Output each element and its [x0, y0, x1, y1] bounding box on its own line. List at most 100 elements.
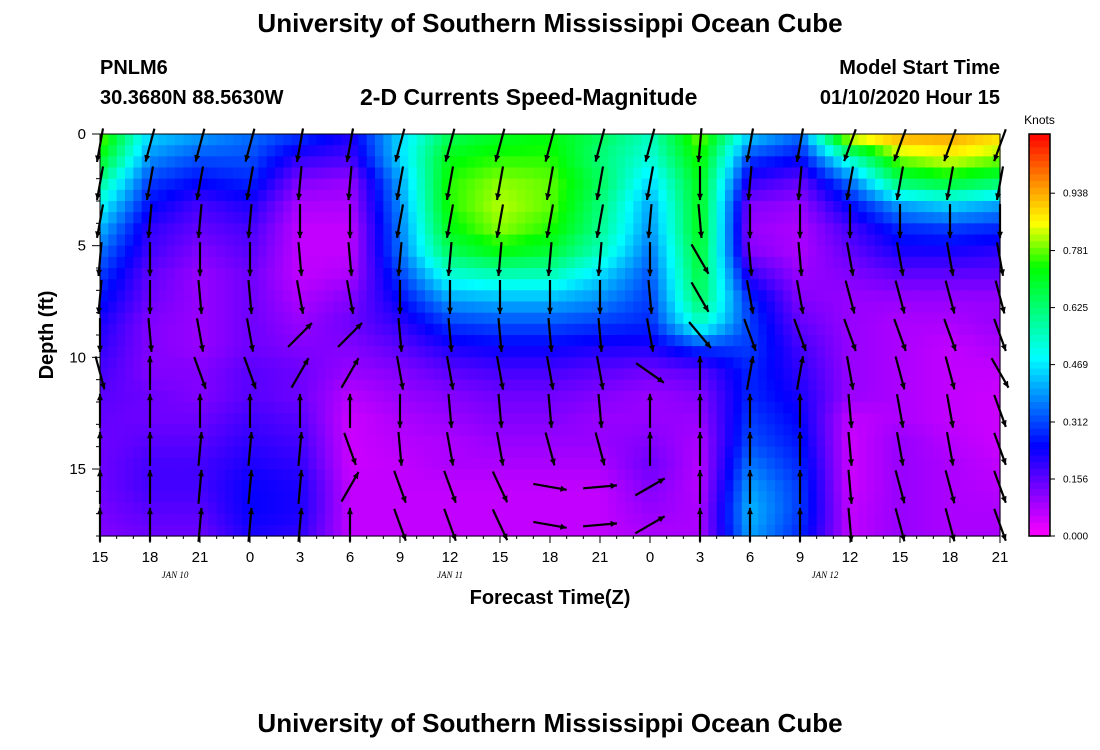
heatmap-cell — [866, 201, 876, 213]
heatmap-cell — [716, 223, 726, 236]
heatmap-cell — [616, 446, 626, 459]
heatmap-cell — [308, 156, 318, 169]
heatmap-cell — [616, 480, 626, 492]
heatmap-cell — [575, 357, 584, 370]
heatmap-cell — [316, 469, 326, 481]
model-start-label: Model Start Time — [839, 57, 1000, 79]
current-vector — [697, 393, 703, 428]
heatmap-cell — [108, 402, 118, 414]
heatmap-cell — [891, 480, 901, 492]
heatmap-cell — [541, 256, 551, 269]
heatmap-cell — [975, 279, 984, 291]
heatmap-cell — [541, 346, 551, 358]
x-tick-label: 12 — [442, 549, 459, 566]
heatmap-cell — [983, 379, 993, 392]
heatmap-cell — [316, 480, 326, 492]
heatmap-cell — [466, 491, 476, 504]
heatmap-cell — [216, 212, 226, 224]
vector-head — [610, 520, 617, 527]
heatmap-cell — [416, 491, 426, 504]
heatmap-cell — [733, 156, 743, 169]
heatmap-cell — [558, 279, 568, 291]
heatmap-cell — [808, 134, 818, 146]
heatmap-cell — [266, 268, 276, 280]
heatmap-cell — [816, 346, 826, 358]
heatmap-cell — [750, 335, 759, 347]
heatmap-cell — [800, 413, 809, 425]
heatmap-cell — [583, 524, 593, 537]
heatmap-cell — [483, 335, 493, 347]
heatmap-cell — [533, 178, 543, 191]
heatmap-cell — [550, 390, 559, 403]
heatmap-cell — [633, 301, 643, 314]
heatmap-cell — [383, 134, 393, 146]
heatmap-cell — [200, 312, 209, 325]
heatmap-cell — [525, 457, 534, 470]
heatmap-cell — [641, 301, 651, 314]
heatmap-cell — [191, 201, 201, 213]
heatmap-cell — [450, 379, 459, 392]
heatmap-cell — [275, 167, 284, 180]
heatmap-cell — [483, 424, 493, 437]
heatmap-cell — [408, 469, 418, 481]
heatmap-cell — [125, 435, 134, 448]
heatmap-cell — [333, 134, 343, 146]
heatmap-cell — [458, 469, 468, 481]
heatmap-cell — [750, 435, 759, 448]
heatmap-cell — [866, 189, 876, 202]
heatmap-cell — [250, 446, 259, 459]
heatmap-cell — [258, 201, 268, 213]
heatmap-cell — [808, 402, 818, 414]
heatmap-cell — [800, 402, 809, 414]
heatmap-cell — [891, 491, 901, 504]
heatmap-cell — [166, 368, 176, 381]
heatmap-cell — [708, 201, 718, 213]
heatmap-cell — [108, 223, 118, 236]
heatmap-cell — [975, 435, 984, 448]
heatmap-cell — [683, 312, 693, 325]
heatmap-cell — [483, 223, 493, 236]
heatmap-cell — [983, 424, 993, 437]
heatmap-cell — [650, 156, 659, 169]
heatmap-cell — [691, 145, 701, 157]
heatmap-cell — [600, 268, 609, 280]
heatmap-cell — [708, 301, 718, 314]
heatmap-cell — [933, 413, 943, 425]
current-vector — [545, 166, 555, 201]
heatmap-cell — [916, 256, 926, 269]
heatmap-cell — [900, 167, 909, 180]
heatmap-cell — [500, 134, 509, 146]
heatmap-cell — [600, 335, 609, 347]
heatmap-cell — [375, 335, 384, 347]
heatmap-cell — [950, 457, 959, 470]
heatmap-cell — [225, 491, 234, 504]
heatmap-cell — [883, 145, 893, 157]
heatmap-cell — [325, 145, 334, 157]
heatmap-cell — [483, 134, 493, 146]
heatmap-cell — [200, 234, 209, 247]
heatmap-cell — [200, 469, 209, 481]
heatmap-cell — [458, 290, 468, 303]
heatmap-cell — [100, 502, 109, 515]
heatmap-cell — [141, 245, 151, 258]
heatmap-cell — [275, 156, 284, 169]
heatmap-cell — [225, 167, 234, 180]
heatmap-cell — [450, 201, 459, 213]
heatmap-cell — [575, 245, 584, 258]
heatmap-cell — [600, 189, 609, 202]
heatmap-cell — [341, 457, 351, 470]
heatmap-cell — [575, 301, 584, 314]
heatmap-cell — [208, 357, 218, 370]
heatmap-cell — [816, 491, 826, 504]
heatmap-cell — [191, 513, 201, 526]
heatmap-cell — [908, 290, 918, 303]
heatmap-cell — [683, 502, 693, 515]
heatmap-cell — [241, 446, 251, 459]
heatmap-cell — [466, 279, 476, 291]
heatmap-cell — [266, 212, 276, 224]
vector-head — [797, 231, 803, 239]
colorbar-swatch — [1029, 495, 1050, 504]
heatmap-cell — [691, 491, 701, 504]
heatmap-cell — [775, 245, 784, 258]
heatmap-cell — [458, 234, 468, 247]
